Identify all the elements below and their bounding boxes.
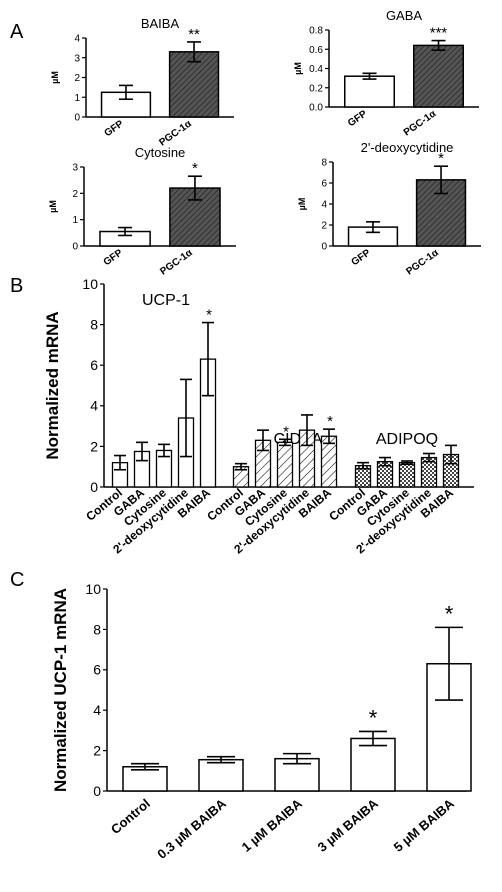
y-tick-label: 0 [93, 783, 101, 799]
plot-deoxycytidine: 0 2 4 6 8 µM 2'-deoxycytidine GFP * PGC-1α [297, 140, 481, 278]
x-tick-label: 0.3 µM BAIBA [154, 795, 229, 861]
y-tick-label: 2 [72, 189, 78, 200]
x-tick-label: 5 µM BAIBA [391, 795, 458, 854]
significance-marker: * [283, 423, 289, 440]
y-tick-label: 0 [74, 113, 80, 124]
y-tick-label: 4 [93, 702, 101, 718]
bar [276, 441, 294, 488]
y-tick-label: 0.0 [309, 103, 323, 114]
y-tick-label: 8 [321, 158, 327, 169]
bar [198, 758, 244, 792]
bar [413, 44, 464, 108]
y-tick-label: 8 [90, 317, 98, 333]
y-tick-label: 0.6 [309, 45, 323, 56]
y-tick-label: 10 [82, 276, 98, 292]
y-tick-label: 6 [321, 179, 327, 190]
y-tick-label: 1 [74, 93, 80, 104]
y-tick-label: 3 [74, 53, 80, 64]
significance-marker: * [445, 601, 454, 626]
x-tick-label: PGC-1α [158, 247, 195, 278]
chart-title: 2'-deoxycytidine [361, 140, 454, 155]
significance-marker: * [206, 307, 212, 324]
panel-label-a: A [10, 21, 24, 43]
y-tick-label: 1 [72, 215, 78, 226]
significance-marker: *** [430, 25, 448, 42]
x-tick-label: GFP [102, 247, 125, 268]
y-tick-label: 0.2 [309, 83, 323, 94]
y-axis-label: µM [50, 71, 60, 84]
y-axis-label: µM [297, 198, 307, 211]
y-tick-label: 2 [90, 438, 98, 454]
y-axis-label: µM [48, 200, 58, 213]
significance-marker: * [327, 413, 333, 430]
chart-title: Cytosine [135, 145, 186, 160]
x-tick-label: GFP [103, 118, 126, 139]
significance-marker: * [369, 705, 378, 730]
y-tick-label: 0.8 [309, 26, 323, 37]
y-tick-label: 3 [72, 163, 78, 174]
plot-gaba: 0.0 0.2 0.4 0.6 0.8 µM GABA GFP *** PGC-1α [293, 8, 479, 139]
bar [350, 737, 396, 792]
panel-label-b: B [10, 275, 23, 297]
y-tick-label: 10 [85, 581, 101, 597]
y-tick-label: 4 [90, 398, 98, 414]
bar [398, 461, 416, 488]
significance-marker: * [192, 160, 198, 177]
bar [344, 75, 395, 108]
x-tick-label: 3 µM BAIBA [315, 795, 382, 854]
y-tick-label: 2 [93, 743, 101, 759]
chart-title: BAIBA [141, 16, 180, 31]
x-tick-label: Control [108, 796, 153, 837]
y-tick-label: 2 [321, 221, 327, 232]
plot-cytosine: 0 1 2 3 µM Cytosine GFP * PGC-1α [48, 145, 236, 278]
bar [122, 766, 168, 792]
y-tick-label: 0 [72, 242, 78, 253]
x-tick-label: PGC-1α [404, 247, 441, 278]
significance-marker: ** [188, 26, 200, 43]
panel-label-c: C [10, 569, 24, 591]
x-tick-label: 1 µM BAIBA [239, 795, 306, 854]
y-tick-label: 0 [321, 242, 327, 253]
y-tick-label: 6 [90, 357, 98, 373]
x-tick-label: GFP [346, 108, 369, 129]
plot-baiba: 0 1 2 3 4 µM BAIBA GFP ** PGC-1α [50, 16, 234, 149]
y-axis-label: Normalized mRNA [43, 311, 62, 459]
y-tick-label: 0 [90, 479, 98, 495]
y-axis-label: Normalized UCP-1 mRNA [51, 588, 70, 792]
x-tick-label: PGC-1α [157, 118, 194, 149]
plot-normalized-ucp1-mrna: 0 2 4 6 8 10 Normalized UCP-1 mRNA Control 0.3 µ… [51, 581, 472, 862]
y-tick-label: 0.4 [309, 64, 323, 75]
chart-title: GABA [386, 8, 422, 23]
group-label: UCP-1 [142, 292, 190, 309]
group-label: ADIPOQ [376, 431, 438, 448]
significance-marker: * [438, 150, 444, 167]
y-tick-label: 8 [93, 621, 101, 637]
y-axis-label: µM [293, 62, 303, 75]
y-tick-label: 4 [321, 200, 327, 211]
y-tick-label: 2 [74, 73, 80, 84]
x-tick-label: GFP [350, 247, 373, 268]
y-tick-label: 6 [93, 662, 101, 678]
y-tick-label: 4 [74, 34, 80, 45]
x-tick-label: PGC-1α [402, 108, 439, 139]
